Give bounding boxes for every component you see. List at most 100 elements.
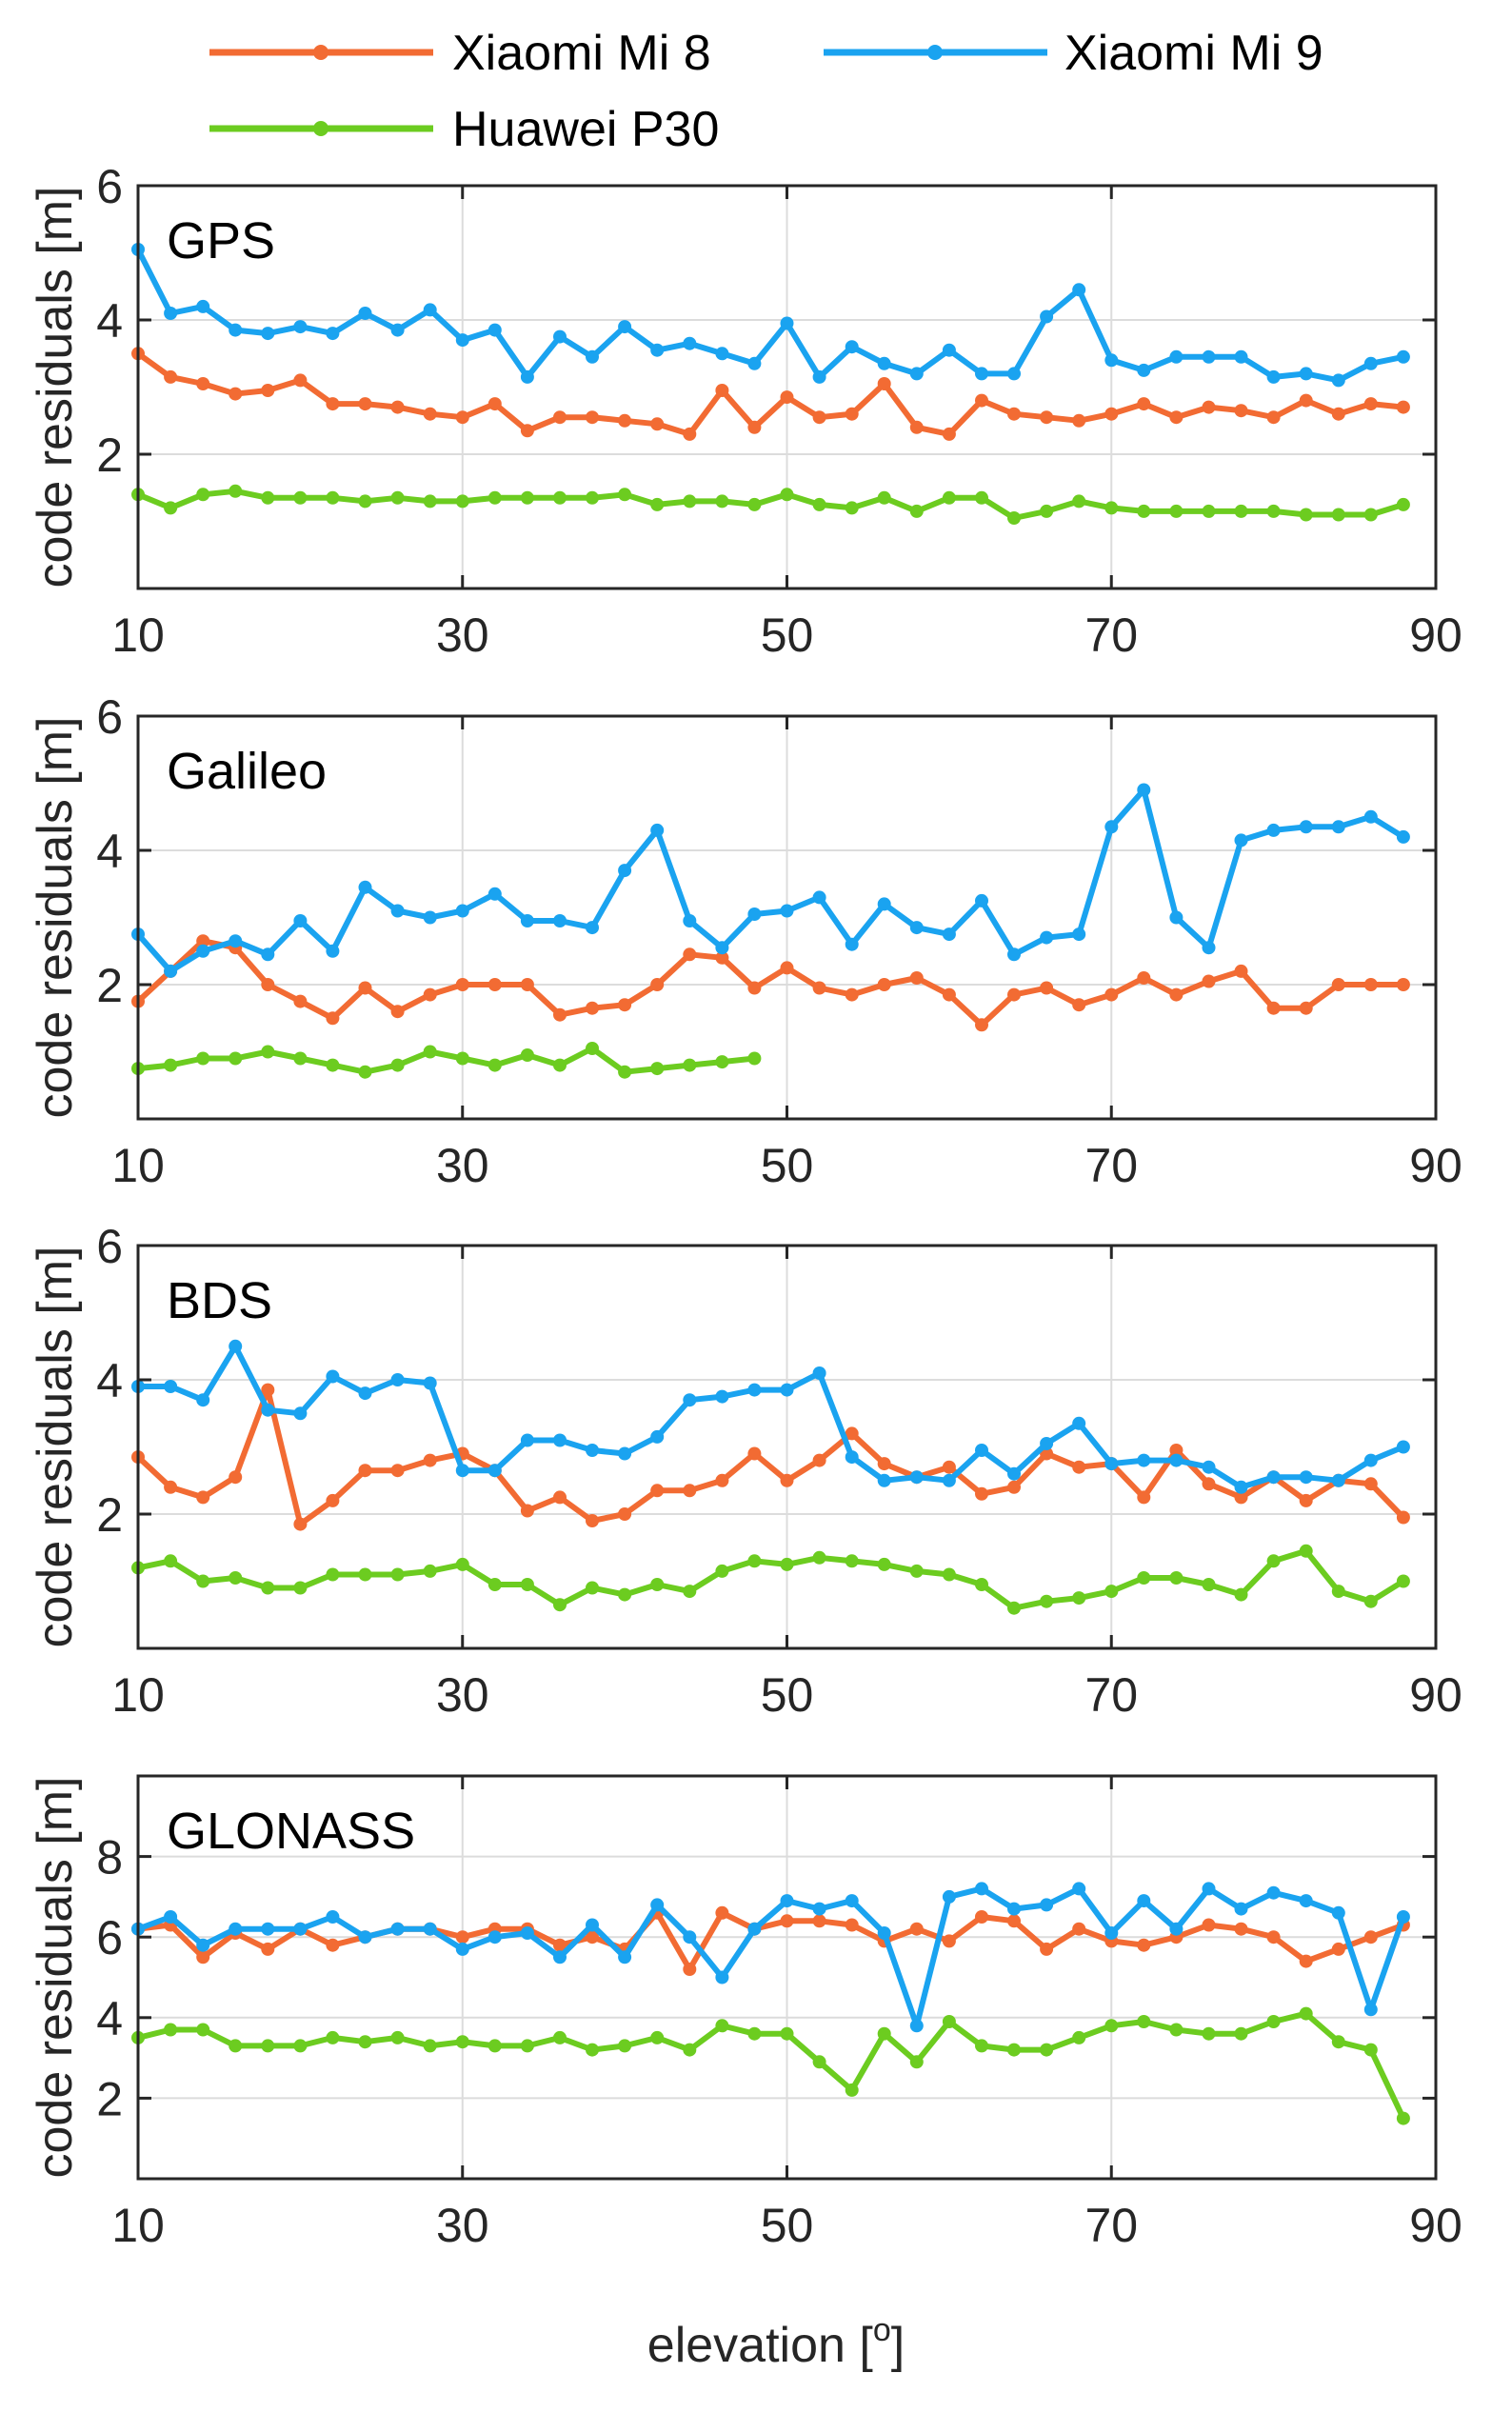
data-point <box>780 1383 794 1397</box>
x-tick-label: 70 <box>1084 608 1138 662</box>
data-point <box>683 494 697 509</box>
data-point <box>975 1018 988 1032</box>
data-point <box>1234 1922 1248 1936</box>
data-point <box>487 2039 502 2053</box>
data-point <box>1299 820 1313 834</box>
data-point <box>1007 511 1021 525</box>
data-point <box>942 987 956 1002</box>
data-point <box>747 497 762 511</box>
data-point <box>1104 1457 1119 1471</box>
data-point <box>747 1446 762 1461</box>
y-tick-label: 6 <box>96 690 123 744</box>
data-point <box>1363 508 1378 522</box>
data-point <box>780 904 794 918</box>
data-point <box>942 427 956 441</box>
legend-marker-mi8 <box>313 45 328 60</box>
data-point <box>293 2039 308 2053</box>
data-point <box>1169 349 1184 364</box>
data-point <box>877 1557 891 1571</box>
y-axis-label: code residuals [m] <box>28 717 83 1119</box>
data-point <box>293 1517 308 1531</box>
data-point <box>261 1045 275 1059</box>
data-point <box>1331 978 1345 991</box>
data-point <box>390 1373 405 1386</box>
data-point <box>293 994 308 1008</box>
data-point <box>196 1938 210 1952</box>
data-point <box>780 316 794 330</box>
data-point <box>1266 1930 1281 1944</box>
data-point <box>586 1514 599 1527</box>
data-point <box>1396 1574 1410 1588</box>
data-point <box>1169 410 1184 425</box>
data-point <box>780 1557 794 1571</box>
data-point <box>780 390 794 405</box>
data-point <box>520 1926 534 1940</box>
data-point <box>1007 947 1021 962</box>
data-point <box>390 490 405 505</box>
data-point <box>358 1567 372 1582</box>
data-point <box>747 1383 762 1397</box>
data-point <box>455 1930 469 1944</box>
data-point <box>1169 987 1184 1002</box>
x-tick-label: 50 <box>761 2199 814 2252</box>
data-point <box>975 893 988 907</box>
data-point <box>326 1369 340 1384</box>
data-point <box>1040 504 1054 518</box>
data-point <box>618 998 632 1012</box>
data-point <box>586 1444 599 1457</box>
data-point <box>1202 400 1216 414</box>
data-point <box>683 336 697 350</box>
series-huawei-p30-line <box>136 488 1404 521</box>
panel-gps: 10 30 50 70 90 2 4 6 GPS code residuals [m] <box>28 160 1462 662</box>
data-point <box>618 1446 632 1461</box>
data-point <box>747 981 762 995</box>
data-point <box>683 1585 697 1599</box>
data-point <box>1363 978 1378 991</box>
data-point <box>553 1950 567 1964</box>
data-point <box>650 1062 665 1076</box>
data-point <box>1040 930 1054 945</box>
data-point <box>715 950 729 965</box>
data-point <box>261 1581 275 1595</box>
data-point <box>586 2043 599 2057</box>
y-tick-label: 4 <box>96 1354 123 1407</box>
data-point <box>586 1918 599 1932</box>
data-point <box>164 501 178 515</box>
data-point <box>164 1554 178 1568</box>
data-point <box>358 1065 372 1079</box>
data-point <box>358 397 372 411</box>
series-xiaomi-mi-9 <box>131 783 1410 978</box>
data-point <box>1040 1898 1054 1912</box>
data-point <box>261 1942 275 1956</box>
data-point <box>747 2026 762 2041</box>
data-point <box>1331 1905 1345 1920</box>
data-point <box>358 1930 372 1944</box>
data-point <box>1169 504 1184 518</box>
data-point <box>812 981 826 995</box>
data-point <box>261 384 275 397</box>
data-point <box>1396 349 1410 364</box>
data-point <box>586 1042 599 1055</box>
data-point <box>164 1058 178 1072</box>
series-xiaomi-mi-8 <box>131 347 1410 441</box>
data-point <box>520 1048 534 1062</box>
data-point <box>845 1450 859 1465</box>
data-point <box>423 407 437 421</box>
data-point <box>845 1426 859 1441</box>
data-point <box>1396 1910 1410 1924</box>
data-point <box>650 2030 665 2044</box>
data-point <box>1396 978 1410 991</box>
data-point <box>618 1507 632 1521</box>
data-point <box>1331 1585 1345 1599</box>
data-point <box>1007 1480 1021 1494</box>
data-point <box>1169 910 1184 925</box>
data-point <box>196 299 210 313</box>
data-point <box>164 1480 178 1494</box>
data-point <box>877 377 891 390</box>
data-point <box>942 1460 956 1474</box>
data-point <box>196 488 210 502</box>
data-point <box>812 410 826 425</box>
data-point <box>326 490 340 505</box>
data-point <box>1266 1001 1281 1015</box>
